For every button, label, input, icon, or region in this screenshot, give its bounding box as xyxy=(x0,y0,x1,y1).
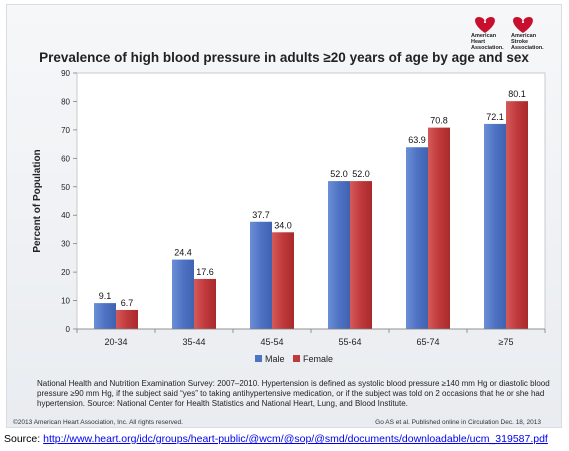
data-label: 72.1 xyxy=(486,112,504,122)
heart-torch-logo-icon xyxy=(475,16,533,33)
bar-male-5 xyxy=(484,123,506,329)
bar-female-3 xyxy=(350,181,372,329)
bar-male-0 xyxy=(94,303,116,329)
bar-male-3 xyxy=(328,181,350,329)
footnote: National Health and Nutrition Examinatio… xyxy=(37,379,550,408)
bar-female-4 xyxy=(428,127,450,329)
data-label: 6.7 xyxy=(121,298,134,308)
legend-swatch-female xyxy=(293,355,300,362)
x-tick-label: ≥75 xyxy=(499,337,514,347)
data-label: 52.0 xyxy=(352,169,370,179)
data-label: 34.0 xyxy=(274,220,292,230)
y-tick-label: 90 xyxy=(61,69,70,78)
bar-female-5 xyxy=(506,101,528,329)
legend-label-female: Female xyxy=(303,354,333,364)
copyright: ©2013 American Heart Association, Inc. A… xyxy=(13,419,183,426)
aha-name: American Heart Association. xyxy=(471,33,504,51)
legend-label-male: Male xyxy=(265,354,285,364)
y-tick-label: 60 xyxy=(61,154,70,163)
data-label: 24.4 xyxy=(174,248,192,258)
slide: American Heart Association. American Str… xyxy=(6,4,562,428)
x-tick-label: 20-34 xyxy=(104,337,127,347)
x-tick-label: 55-64 xyxy=(338,337,361,347)
y-tick-label: 10 xyxy=(61,297,70,306)
bar-chart: 0 10 20 30 40 50 60 70 80 90 9.1 6.7 24.4 17.6 37.7 34… xyxy=(32,69,546,364)
y-tick-label: 70 xyxy=(61,126,70,135)
data-label: 70.8 xyxy=(430,116,448,126)
plot-area xyxy=(76,72,546,330)
y-tick-label: 20 xyxy=(61,268,70,277)
asa-name: American Stroke Association. xyxy=(511,33,544,51)
association-logos: American Heart Association. American Str… xyxy=(471,13,553,55)
legend: Male Female xyxy=(255,354,333,364)
y-tick-label: 40 xyxy=(61,211,70,220)
data-label: 52.0 xyxy=(330,169,348,179)
bar-female-2 xyxy=(272,232,294,329)
bar-male-2 xyxy=(250,221,272,329)
bar-female-0 xyxy=(116,309,138,329)
source-link[interactable]: http://www.heart.org/idc/groups/heart-pu… xyxy=(43,433,548,445)
y-tick-label: 80 xyxy=(61,97,70,106)
source-line: Source: http://www.heart.org/idc/groups/… xyxy=(4,433,548,445)
y-tick-label: 0 xyxy=(66,325,71,334)
legend-swatch-male xyxy=(255,355,262,362)
y-axis-label: Percent of Population xyxy=(32,149,43,252)
y-tick-label: 50 xyxy=(61,183,70,192)
bar-female-1 xyxy=(194,278,216,329)
x-tick-label: 65-74 xyxy=(416,337,439,347)
bar-male-1 xyxy=(172,259,194,329)
bar-male-4 xyxy=(406,147,428,329)
x-tick-label: 35-44 xyxy=(182,337,205,347)
source-label: Source: xyxy=(4,433,44,445)
citation: Go AS et al. Published online in Circula… xyxy=(375,419,541,426)
x-tick-label: 45-54 xyxy=(260,337,283,347)
data-label: 37.7 xyxy=(252,210,270,220)
data-label: 9.1 xyxy=(99,291,112,301)
chart-title: Prevalence of high blood pressure in adu… xyxy=(39,50,529,65)
data-label: 17.6 xyxy=(196,267,214,277)
data-label: 80.1 xyxy=(508,89,526,99)
data-label: 63.9 xyxy=(408,135,426,145)
y-tick-label: 30 xyxy=(61,240,70,249)
